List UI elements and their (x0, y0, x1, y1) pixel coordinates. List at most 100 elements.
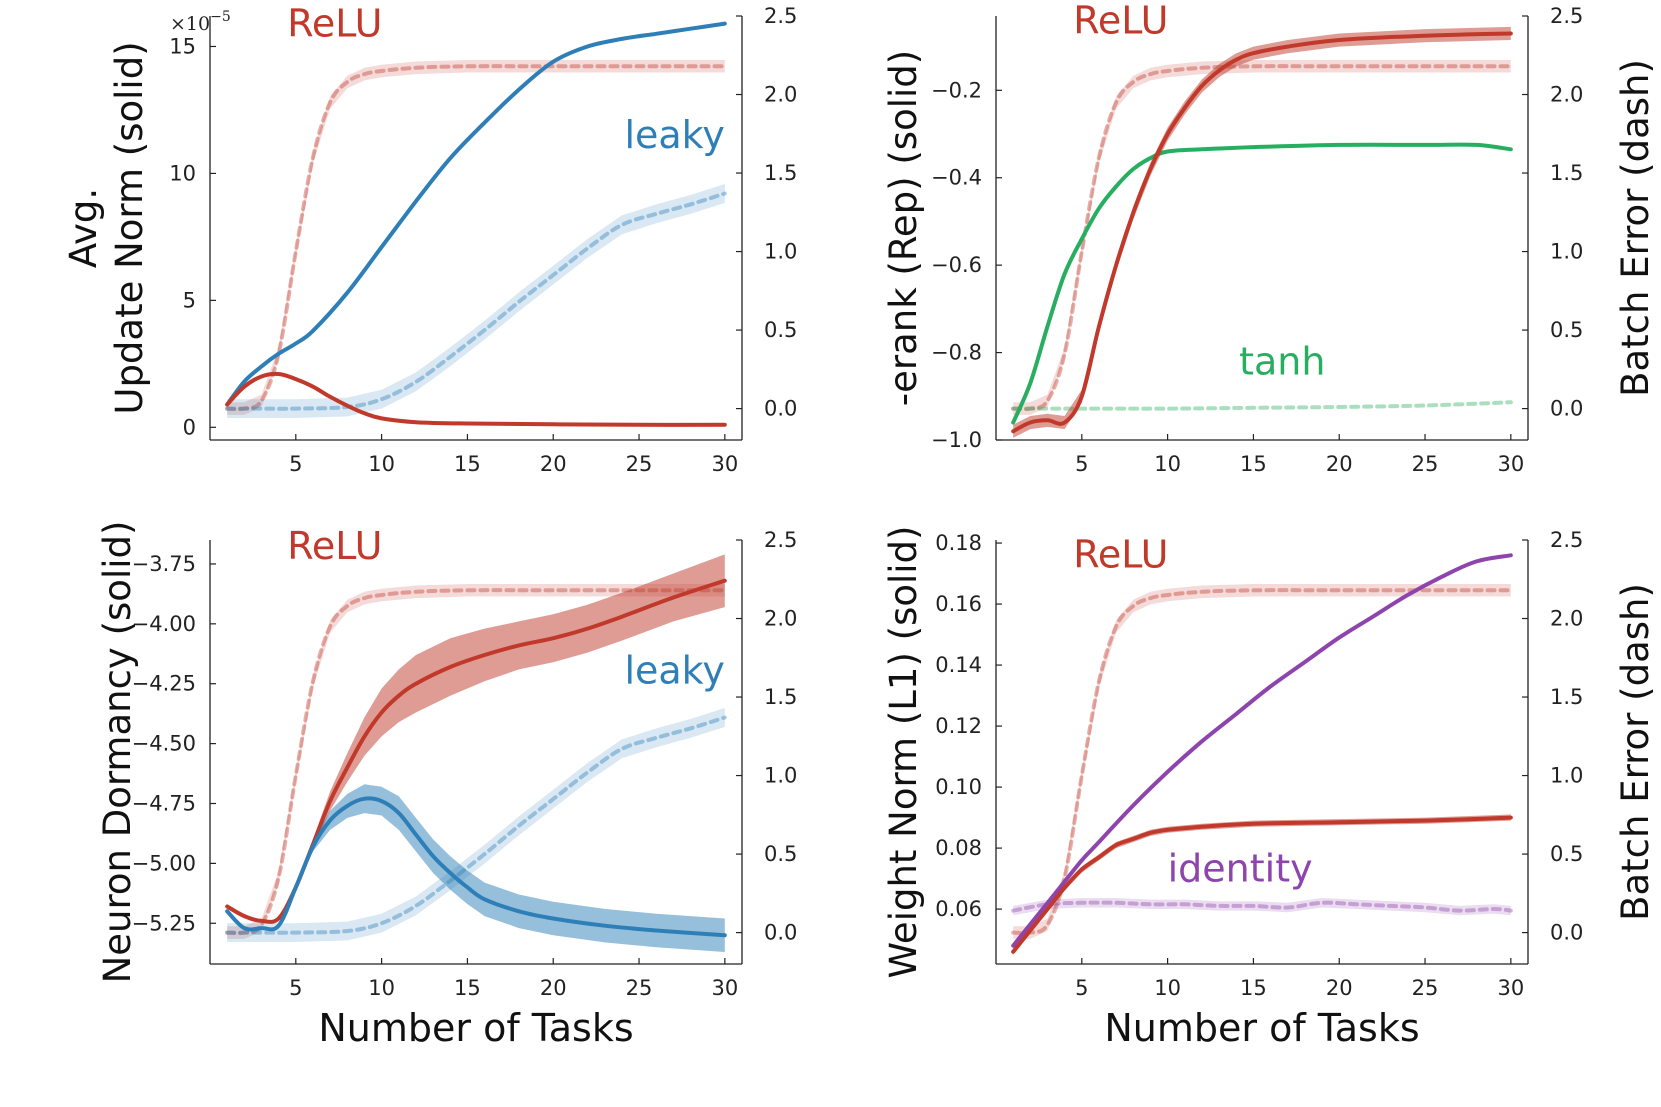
y-axis-label-line: -erank (Rep) (solid) (882, 50, 925, 406)
y-axis-label: Neuron Dormancy (solid) (96, 521, 139, 984)
y2-tick-label: 0.5 (1550, 842, 1583, 866)
annotation-leaky: leaky (624, 113, 724, 157)
series-line (1011, 142, 1513, 425)
series-relu-update-norm (225, 371, 727, 427)
y-tick-label: 0.06 (935, 897, 982, 921)
confidence-band (227, 554, 725, 921)
y2-tick-label: 0.0 (1550, 921, 1583, 945)
y-tick-label: −0.8 (931, 341, 982, 365)
x-tick-label: 30 (1497, 976, 1524, 1000)
y2-axis-label: Batch Error (dash) (1614, 59, 1657, 397)
x-tick-label: 15 (454, 452, 481, 476)
y2-tick-label: 2.5 (1550, 4, 1583, 28)
series-line (225, 191, 727, 411)
x-tick-label: 15 (454, 976, 481, 1000)
series-line (225, 588, 727, 936)
y-exponent-base: ×10 (170, 13, 210, 35)
annotation-relu: ReLU (1073, 532, 1168, 576)
annotation-relu: ReLU (287, 524, 382, 568)
series-line (1011, 31, 1513, 434)
series-tanh-batch-error (1011, 400, 1513, 411)
confidence-band (1013, 898, 1511, 916)
series-identity-weight-norm (1011, 553, 1513, 948)
y-exponent-label: ×10−5 (170, 9, 231, 35)
x-tick-label: 5 (289, 452, 302, 476)
series-line (1011, 553, 1513, 948)
y2-tick-label: 1.0 (764, 764, 797, 788)
x-axis-label: Number of Tasks (1104, 1006, 1419, 1050)
series-line (225, 64, 727, 412)
series-line (1011, 64, 1513, 412)
y-tick-label: 0.08 (935, 836, 982, 860)
y2-tick-label: 0.0 (764, 921, 797, 945)
y2-tick-label: 0.5 (1550, 318, 1583, 342)
panel-top-right: 5 10 15 20 25 30 −1.0 −0.8 −0.6 −0.4 −0.2 0.0 0.5 1.0… (882, 0, 1657, 476)
annotation-identity: identity (1168, 847, 1313, 891)
y2-tick-label: 2.5 (1550, 528, 1583, 552)
x-tick-label: 30 (711, 976, 738, 1000)
confidence-band (227, 184, 725, 418)
x-tick-label: 25 (626, 452, 653, 476)
y-axis-label-line: Weight Norm (L1) (solid) (882, 526, 925, 979)
y-exponent-power: −5 (210, 9, 231, 25)
y2-tick-label: 2.5 (764, 4, 797, 28)
y-tick-label: −3.75 (132, 552, 196, 576)
x-tick-label: 20 (1326, 976, 1353, 1000)
y2-tick-label: 1.5 (1550, 685, 1583, 709)
y-tick-label: −4.00 (132, 612, 196, 636)
x-tick-label: 5 (1075, 452, 1088, 476)
series-relu-batch-error (225, 60, 727, 415)
annotation-tanh: tanh (1239, 339, 1325, 383)
y2-tick-label: 1.0 (764, 240, 797, 264)
x-tick-label: 25 (1412, 452, 1439, 476)
y-tick-label: −4.75 (132, 792, 196, 816)
x-tick-label: 20 (1326, 452, 1353, 476)
series-line (225, 796, 727, 938)
y2-tick-label: 0.0 (764, 397, 797, 421)
annotation-relu: ReLU (287, 1, 382, 45)
panel-bottom-left: 5 10 15 20 25 30 −5.25 −5.00 −4.75 −4.50 −4.25 −4.0… (96, 521, 797, 1050)
y-tick-label: −0.4 (931, 166, 982, 190)
x-tick-label: 5 (289, 976, 302, 1000)
y-tick-label: −4.25 (132, 672, 196, 696)
panel-top-left: 5 10 15 20 25 30 0 5 10 15 0.0 0.5 1.0 1.5 2.0 2.5 ×10−5… (62, 1, 797, 476)
panel-bottom-right: 5 10 15 20 25 30 0.06 0.08 0.10 0.12 0.14 0.16 0.18 0… (882, 526, 1657, 1050)
series-line (225, 21, 727, 407)
series-leaky-dormancy (225, 784, 727, 952)
y-axis-label: Avg.Update Norm (solid) (62, 41, 151, 414)
y-axis-label-line: Neuron Dormancy (solid) (96, 521, 139, 984)
y-tick-label: −0.2 (931, 78, 982, 102)
series-line (1011, 588, 1513, 936)
series-relu-dormancy (225, 554, 727, 924)
annotation-leaky: leaky (624, 649, 724, 693)
x-tick-label: 25 (1412, 976, 1439, 1000)
y-tick-label: 10 (169, 161, 196, 185)
x-tick-label: 10 (368, 452, 395, 476)
x-tick-label: 15 (1240, 976, 1267, 1000)
x-axis-label: Number of Tasks (318, 1006, 633, 1050)
y-tick-label: −5.00 (132, 851, 196, 875)
confidence-band (227, 784, 725, 952)
series-leaky-batch-error (225, 708, 727, 942)
y2-tick-label: 2.0 (1550, 83, 1583, 107)
annotation-relu: ReLU (1073, 0, 1168, 42)
confidence-band (227, 708, 725, 942)
y-axis-label: -erank (Rep) (solid) (882, 50, 925, 406)
y-axis-label-line: Update Norm (solid) (108, 41, 151, 414)
y-tick-label: −5.25 (132, 911, 196, 935)
series-relu-batch-error (1011, 60, 1513, 415)
y-tick-label: 0.10 (935, 775, 982, 799)
y2-tick-label: 1.5 (764, 685, 797, 709)
series-leaky-update-norm (225, 21, 727, 407)
x-tick-label: 10 (1154, 976, 1181, 1000)
series-tanh-erank (1011, 142, 1513, 425)
series-identity-batch-error (1011, 898, 1513, 916)
y2-tick-label: 2.0 (1550, 607, 1583, 631)
x-tick-label: 20 (540, 976, 567, 1000)
y2-tick-label: 2.5 (764, 528, 797, 552)
series-line (1011, 900, 1513, 913)
x-tick-label: 10 (1154, 452, 1181, 476)
y2-tick-label: 0.0 (1550, 397, 1583, 421)
y2-tick-label: 1.5 (1550, 161, 1583, 185)
x-tick-label: 10 (368, 976, 395, 1000)
